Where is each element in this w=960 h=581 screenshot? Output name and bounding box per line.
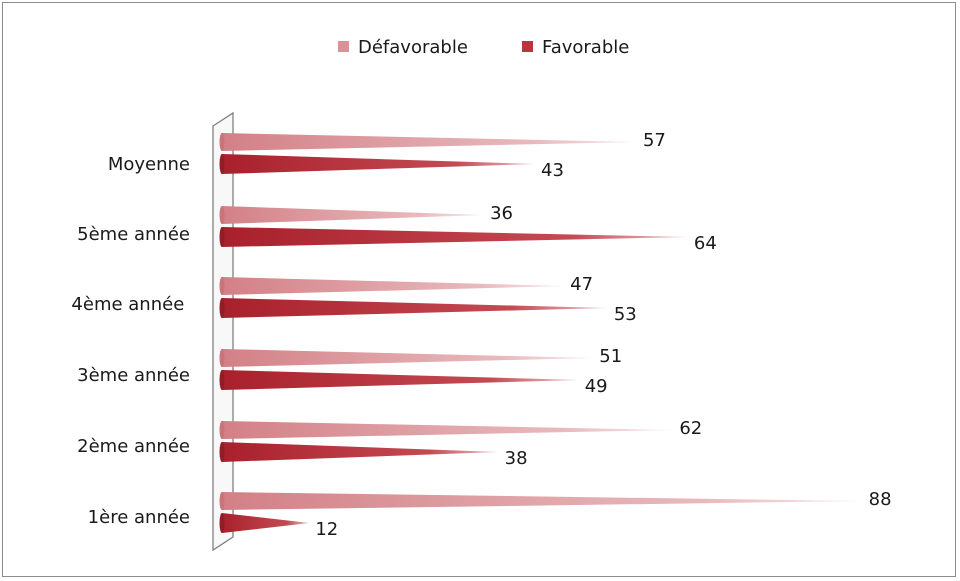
bar-base-favorable bbox=[219, 154, 225, 174]
axis-wall bbox=[212, 111, 234, 552]
bar-favorable bbox=[222, 227, 688, 247]
data-label: 62 bbox=[679, 418, 702, 439]
category-label: 4ème année bbox=[71, 294, 190, 315]
bar-base-favorable bbox=[219, 298, 225, 318]
bar-favorable bbox=[222, 513, 310, 533]
bar-defavorable bbox=[222, 277, 565, 295]
data-label: 57 bbox=[643, 130, 666, 151]
data-label: 38 bbox=[505, 448, 528, 469]
bar-defavorable bbox=[222, 492, 863, 510]
bar-base-defavorable bbox=[219, 206, 225, 224]
legend: Défavorable Favorable bbox=[338, 37, 629, 58]
data-label: 43 bbox=[541, 160, 564, 181]
bar-defavorable bbox=[222, 206, 485, 224]
bar-base-defavorable bbox=[219, 421, 225, 439]
legend-label-favorable: Favorable bbox=[542, 37, 629, 58]
bar-favorable bbox=[222, 442, 499, 462]
category-label: 2ème année bbox=[77, 436, 190, 457]
bar-base-defavorable bbox=[219, 492, 225, 510]
bar-base-favorable bbox=[219, 442, 225, 462]
bar-favorable bbox=[222, 298, 608, 318]
bar-base-defavorable bbox=[219, 277, 225, 295]
bars-layer bbox=[219, 133, 863, 533]
category-labels: Moyenne 5ème année 4ème année 3ème année… bbox=[71, 154, 190, 528]
bar-base-favorable bbox=[219, 227, 225, 247]
data-label: 88 bbox=[869, 489, 892, 510]
data-label: 64 bbox=[694, 233, 717, 254]
data-label: 49 bbox=[585, 376, 608, 397]
data-label: 53 bbox=[614, 304, 637, 325]
data-label: 51 bbox=[599, 346, 622, 367]
legend-label-defavorable: Défavorable bbox=[358, 37, 468, 58]
category-label: Moyenne bbox=[108, 154, 190, 175]
bar-base-favorable bbox=[219, 513, 225, 533]
data-labels-layer: 57 43 36 64 47 53 51 49 62 38 88 12 bbox=[315, 130, 891, 540]
bar-defavorable bbox=[222, 133, 637, 151]
category-label: 5ème année bbox=[77, 224, 190, 245]
category-label: 1ère année bbox=[88, 507, 190, 528]
bar-base-defavorable bbox=[219, 349, 225, 367]
bar-base-defavorable bbox=[219, 133, 225, 151]
bar-favorable bbox=[222, 154, 536, 174]
category-label: 3ème année bbox=[77, 365, 190, 386]
bar-base-favorable bbox=[219, 370, 225, 390]
data-label: 36 bbox=[490, 203, 513, 224]
bar-defavorable bbox=[222, 349, 594, 367]
data-label: 12 bbox=[315, 519, 338, 540]
data-label: 47 bbox=[570, 274, 593, 295]
legend-swatch-favorable bbox=[522, 41, 533, 52]
bar-favorable bbox=[222, 370, 579, 390]
bar-defavorable bbox=[222, 421, 674, 439]
legend-swatch-defavorable bbox=[338, 41, 349, 52]
